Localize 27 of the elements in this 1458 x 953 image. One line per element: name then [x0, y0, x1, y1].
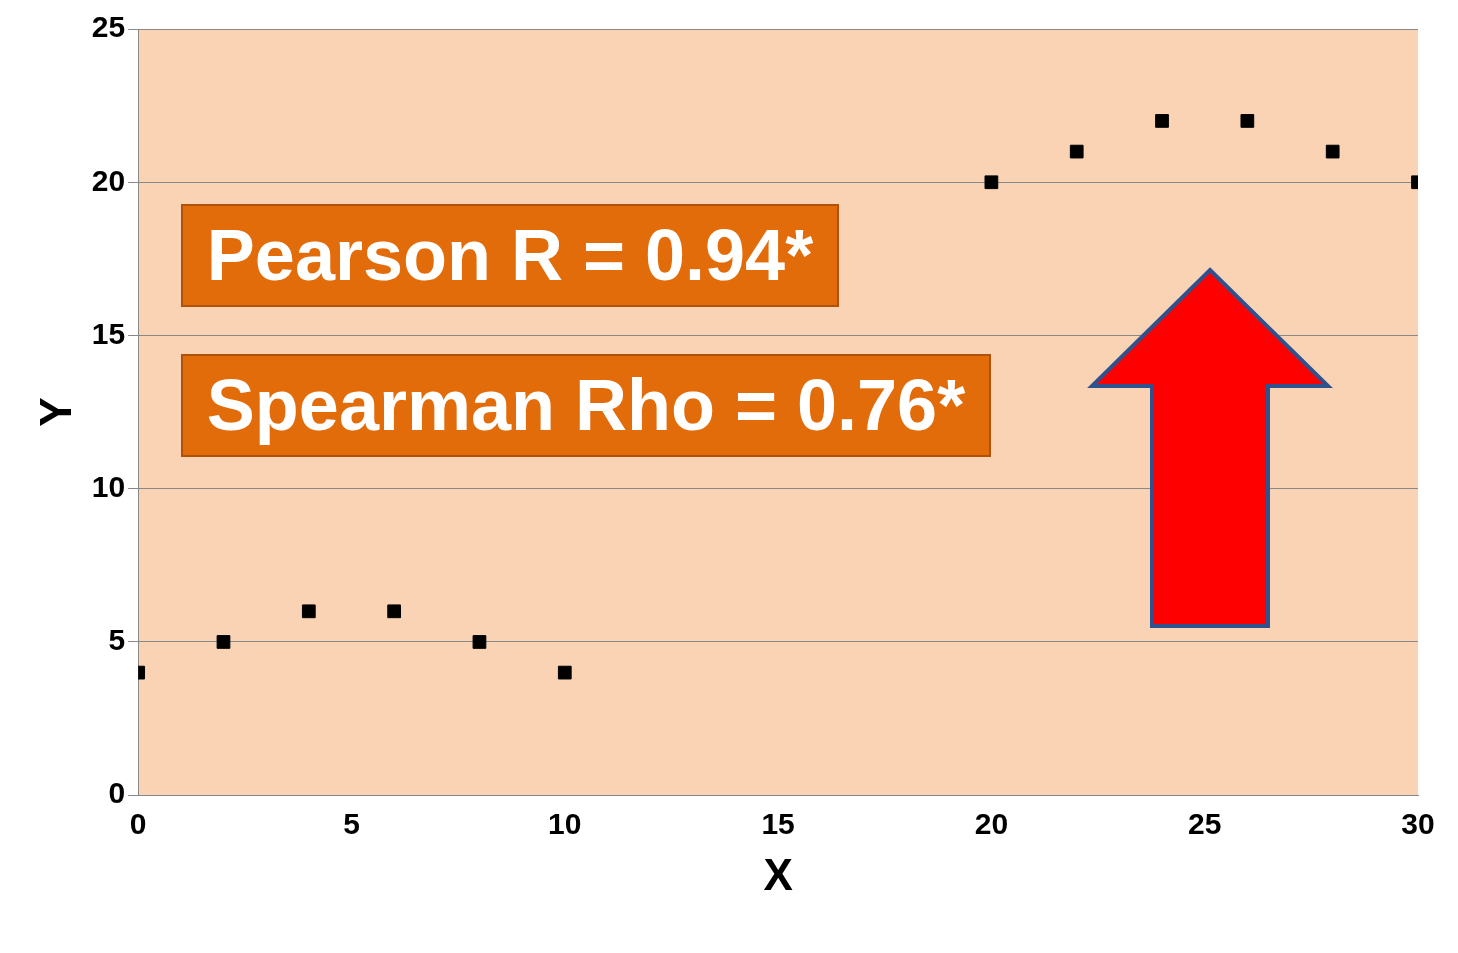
point — [557, 665, 572, 680]
x-tick-label: 15 — [761, 807, 795, 841]
x-tick-label: 25 — [1188, 807, 1222, 841]
x-tick-label: 0 — [129, 807, 147, 841]
x-tick-label: 30 — [1401, 807, 1435, 841]
y-tick-label: 10 — [91, 469, 126, 503]
point — [216, 635, 231, 649]
point — [472, 635, 487, 649]
y-tick-label: 15 — [91, 316, 126, 350]
y-axis-title: Y — [30, 397, 80, 427]
point — [1325, 144, 1340, 159]
point — [1240, 114, 1255, 128]
annotation: Spearman Rho = 0.76* — [180, 353, 992, 457]
y-tick-label: 20 — [91, 163, 126, 197]
y-tick-label: 5 — [108, 623, 126, 657]
x-tick-label: 10 — [548, 807, 582, 841]
x-axis-title: X — [763, 849, 793, 899]
point — [984, 175, 999, 190]
point — [1069, 144, 1084, 159]
point — [1155, 114, 1169, 128]
point — [301, 604, 316, 619]
annotation: Pearson R = 0.94* — [180, 203, 840, 307]
point — [387, 604, 401, 619]
y-tick-label: 0 — [108, 776, 126, 810]
y-tick-label: 25 — [91, 10, 126, 44]
x-tick-label: 20 — [974, 807, 1009, 841]
x-tick-label: 5 — [343, 807, 360, 841]
